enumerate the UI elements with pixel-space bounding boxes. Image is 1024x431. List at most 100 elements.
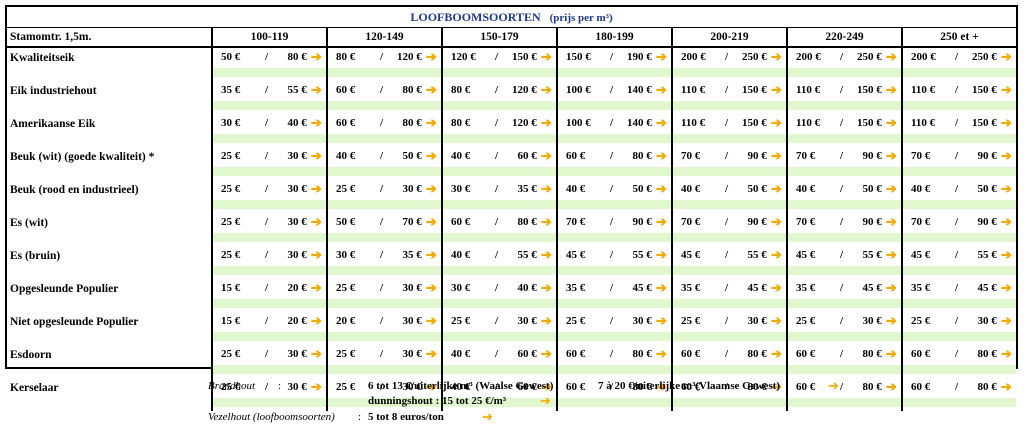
- price-cell: 60 €/80 € ➔: [786, 378, 902, 411]
- arrow-icon: ➔: [540, 49, 552, 64]
- price-min: 40 €: [451, 150, 471, 162]
- row-band: [788, 68, 901, 77]
- price-min: 70 €: [681, 216, 701, 228]
- price-separator: /: [839, 117, 844, 129]
- price-separator: /: [494, 315, 499, 327]
- price-separator: /: [494, 117, 499, 129]
- wood-species-name: Es (wit): [10, 217, 49, 229]
- row-band: [213, 101, 326, 110]
- row-band: [443, 365, 556, 374]
- price-separator: /: [839, 84, 844, 96]
- arrow-icon: ➔: [1000, 214, 1012, 229]
- arrow-icon: ➔: [425, 82, 437, 97]
- price-max: 150 €: [857, 84, 882, 96]
- row-band: [673, 101, 786, 110]
- row-band: [558, 134, 671, 143]
- price-separator: /: [609, 315, 614, 327]
- wood-species-name: Eik industriehout: [10, 85, 97, 97]
- row-band: [213, 167, 326, 176]
- arrow-icon: ➔: [885, 247, 897, 262]
- row-band: [673, 332, 786, 341]
- price-max: 90 €: [747, 216, 767, 228]
- price-cell: 110 € / 150 € ➔: [786, 81, 902, 114]
- row-band: [558, 167, 671, 176]
- price-cell: 110 € / 150 € ➔: [901, 114, 1016, 147]
- arrow-icon: ➔: [540, 247, 552, 262]
- arrow-icon: ➔: [425, 49, 437, 64]
- price-max: 30 €: [287, 183, 307, 195]
- arrow-icon: ➔: [1000, 181, 1012, 196]
- price-max: 45 €: [632, 282, 652, 294]
- price-min: 40 €: [451, 381, 471, 393]
- row-band: [673, 167, 786, 176]
- price-cell: 35 € / 45 € ➔: [786, 279, 902, 312]
- price-min: 60 €: [911, 381, 931, 393]
- column-header: 150-179: [441, 27, 557, 48]
- price-separator: /: [379, 315, 384, 327]
- price-cell: 30 € / 40 € ➔: [211, 114, 327, 147]
- price-min: 50 €: [221, 51, 241, 63]
- row-band: [788, 101, 901, 110]
- price-min: 30 €: [336, 249, 356, 261]
- arrow-icon: ➔: [425, 247, 437, 262]
- row-band: [558, 68, 671, 77]
- price-min: 40 €: [451, 348, 471, 360]
- price-separator: /: [379, 117, 384, 129]
- price-cell: 70 € / 90 € ➔: [786, 213, 902, 246]
- title-subtitle: (prijs per m³): [549, 12, 613, 24]
- price-cell: 25 € / 30 € ➔: [556, 312, 672, 345]
- price-min: 25 €: [796, 315, 816, 327]
- price-table: Stamomtr. 1,5m. 100-119 120-149 150-179 180…: [7, 27, 1016, 411]
- arrow-icon: ➔: [885, 49, 897, 64]
- table-row: Eik industriehout 35 €/55 € ➔ 60 €/80 € ➔ 80 …: [7, 81, 1016, 114]
- row-band: [558, 332, 671, 341]
- price-max: 30 €: [287, 150, 307, 162]
- price-separator: /: [609, 150, 614, 162]
- price-min: 35 €: [911, 282, 931, 294]
- arrow-icon: ➔: [655, 313, 667, 328]
- price-cell: 25 € / 30 € ➔: [211, 378, 327, 411]
- price-separator: /: [609, 51, 614, 63]
- price-min: 45 €: [681, 249, 701, 261]
- price-min: 60 €: [681, 381, 701, 393]
- price-min: 60 €: [566, 348, 586, 360]
- vezelhout-colon: :: [358, 411, 362, 423]
- price-max: 30 €: [517, 315, 537, 327]
- arrow-icon: ➔: [540, 313, 552, 328]
- price-cell: 110 € / 150 € ➔: [671, 114, 787, 147]
- row-band: [443, 200, 556, 209]
- arrow-icon: ➔: [885, 313, 897, 328]
- arrow-icon: ➔: [310, 115, 322, 130]
- price-cell: 25 € / 30 € ➔: [671, 312, 787, 345]
- arrow-icon: ➔: [425, 148, 437, 163]
- arrow-icon: ➔: [655, 346, 667, 361]
- price-max: 30 €: [402, 282, 422, 294]
- row-band: [443, 134, 556, 143]
- price-min: 35 €: [681, 282, 701, 294]
- price-max: 80 €: [632, 348, 652, 360]
- arrow-icon: ➔: [885, 379, 897, 394]
- price-cell: 80 € / 120 € ➔: [441, 114, 557, 147]
- brandhout-label: Brandhout: [208, 380, 256, 392]
- price-table-frame: LOOFBOOMSOORTEN (prijs per m³) Stamomtr.…: [5, 5, 1018, 411]
- price-cell: 50 € / 80 € ➔: [211, 47, 327, 81]
- price-separator: /: [609, 282, 614, 294]
- price-separator: /: [494, 348, 499, 360]
- row-band: [673, 299, 786, 308]
- price-cell: 80 € / 120 € ➔: [441, 81, 557, 114]
- price-cell: 70 € / 90 € ➔: [901, 147, 1016, 180]
- arrow-icon: ➔: [540, 346, 552, 361]
- price-cell: 70 € / 90 € ➔: [786, 147, 902, 180]
- row-band: [213, 398, 326, 407]
- price-cell: 20 € / 30 € ➔: [326, 312, 442, 345]
- price-min: 40 €: [566, 183, 586, 195]
- price-max: 250 €: [857, 51, 882, 63]
- price-max: 80 €: [632, 150, 652, 162]
- arrow-icon: ➔: [885, 346, 897, 361]
- price-separator: /: [264, 216, 269, 228]
- row-band: [903, 200, 1016, 209]
- price-cell: 35 € / 45 € ➔: [556, 279, 672, 312]
- price-separator: /: [724, 348, 729, 360]
- arrow-icon: ➔: [770, 379, 782, 394]
- price-max: 80 €: [977, 381, 997, 393]
